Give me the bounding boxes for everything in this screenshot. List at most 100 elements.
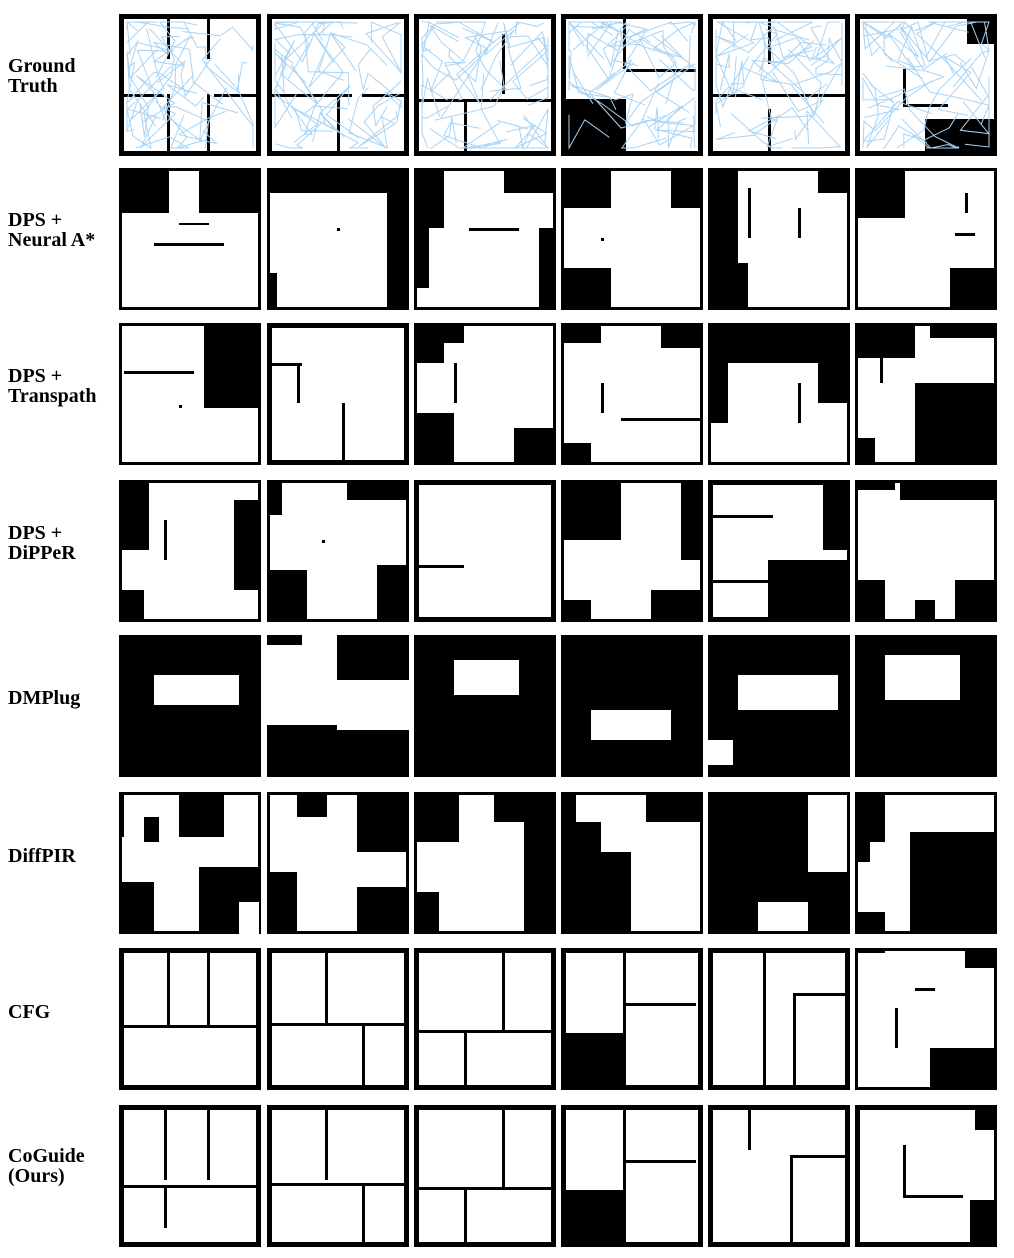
obstacle	[387, 168, 409, 310]
trajectory-path	[319, 85, 359, 139]
obstacle	[414, 617, 556, 622]
trajectory-path	[568, 114, 610, 150]
trajectory-path	[568, 72, 594, 104]
trajectory-path	[612, 21, 688, 67]
trajectory-path	[715, 61, 745, 115]
trajectory-path	[462, 73, 501, 149]
trajectory-path	[815, 21, 840, 60]
map-coguide-2	[267, 1105, 409, 1247]
trajectory-path	[862, 72, 889, 149]
obstacle	[267, 948, 409, 953]
obstacle	[357, 792, 409, 852]
trajectory-path	[447, 21, 508, 91]
obstacle	[708, 14, 713, 156]
obstacle	[154, 243, 224, 246]
trajectory-path	[907, 57, 990, 125]
trajectory-path	[126, 71, 190, 104]
obstacle	[708, 792, 808, 902]
map-diffpir-4	[561, 792, 703, 934]
trajectory-path	[964, 65, 990, 148]
obstacle	[708, 168, 738, 263]
obstacle	[419, 1187, 554, 1190]
obstacle	[119, 151, 261, 156]
obstacle	[267, 14, 409, 19]
map-dmplug-2	[267, 635, 409, 777]
map-canvas	[561, 14, 703, 156]
map-canvas	[561, 635, 703, 777]
obstacle	[167, 94, 170, 151]
map-dps-dipper-4	[561, 480, 703, 622]
map-dps-dipper-5	[708, 480, 850, 622]
obstacle	[708, 902, 758, 934]
obstacle	[524, 822, 556, 934]
obstacle	[164, 1188, 167, 1228]
map-ground-truth-1	[119, 14, 261, 156]
obstacle	[337, 228, 340, 231]
free-space	[270, 1108, 406, 1244]
trajectory-path	[969, 21, 990, 58]
map-canvas	[414, 14, 556, 156]
obstacle	[502, 1110, 505, 1190]
trajectory-path	[795, 25, 836, 64]
trajectory-path	[135, 114, 191, 149]
trajectory-path	[791, 109, 841, 149]
obstacle	[362, 94, 404, 97]
obstacle	[566, 1190, 626, 1247]
trajectory-path	[126, 21, 158, 43]
trajectory-path	[730, 113, 783, 149]
obstacle	[561, 1105, 566, 1247]
obstacle	[708, 480, 850, 485]
trajectory-path	[443, 61, 466, 101]
map-canvas	[119, 480, 261, 622]
trajectory-path	[126, 20, 138, 55]
obstacle	[502, 953, 505, 1033]
map-dps-transpath-4	[561, 323, 703, 465]
map-dmplug-4	[561, 635, 703, 777]
obstacle	[823, 480, 850, 550]
obstacle	[561, 323, 601, 343]
trajectory-path	[862, 27, 919, 71]
map-dmplug-6	[855, 635, 997, 777]
trajectory-path	[136, 75, 176, 123]
trajectory-path	[506, 114, 549, 149]
obstacle	[855, 14, 860, 156]
trajectory-path	[421, 21, 469, 52]
trajectory-path	[284, 97, 348, 135]
free-space	[711, 1108, 847, 1244]
obstacle	[708, 14, 850, 19]
obstacle	[818, 168, 850, 193]
map-canvas	[708, 323, 850, 462]
trajectory-path	[959, 76, 990, 135]
obstacle	[414, 168, 444, 228]
obstacle	[623, 1110, 626, 1190]
free-space	[270, 171, 406, 307]
free-space	[417, 1108, 553, 1244]
trajectory-path	[358, 110, 399, 148]
obstacle	[256, 14, 261, 156]
map-cfg-6	[855, 948, 997, 1090]
obstacle	[414, 151, 556, 156]
trajectory-path	[274, 121, 324, 149]
obstacle	[207, 19, 210, 59]
map-canvas	[855, 480, 997, 622]
map-diffpir-3	[414, 792, 556, 934]
map-diffpir-1	[119, 792, 261, 934]
map-canvas	[119, 792, 261, 934]
trajectory-path	[862, 76, 900, 119]
obstacle	[626, 69, 696, 72]
free-space	[711, 951, 847, 1087]
trajectory-path	[715, 28, 810, 54]
obstacle	[414, 413, 454, 465]
obstacle	[414, 14, 419, 156]
obstacle	[708, 323, 850, 363]
obstacle	[414, 480, 556, 485]
obstacle	[414, 1242, 556, 1247]
obstacle	[119, 480, 149, 550]
obstacle	[895, 1008, 898, 1048]
map-diffpir-2	[267, 792, 409, 934]
trajectory-path	[715, 86, 762, 128]
map-canvas	[414, 480, 556, 622]
obstacle	[362, 1185, 365, 1242]
obstacle	[207, 1110, 210, 1180]
obstacle	[325, 1110, 328, 1180]
